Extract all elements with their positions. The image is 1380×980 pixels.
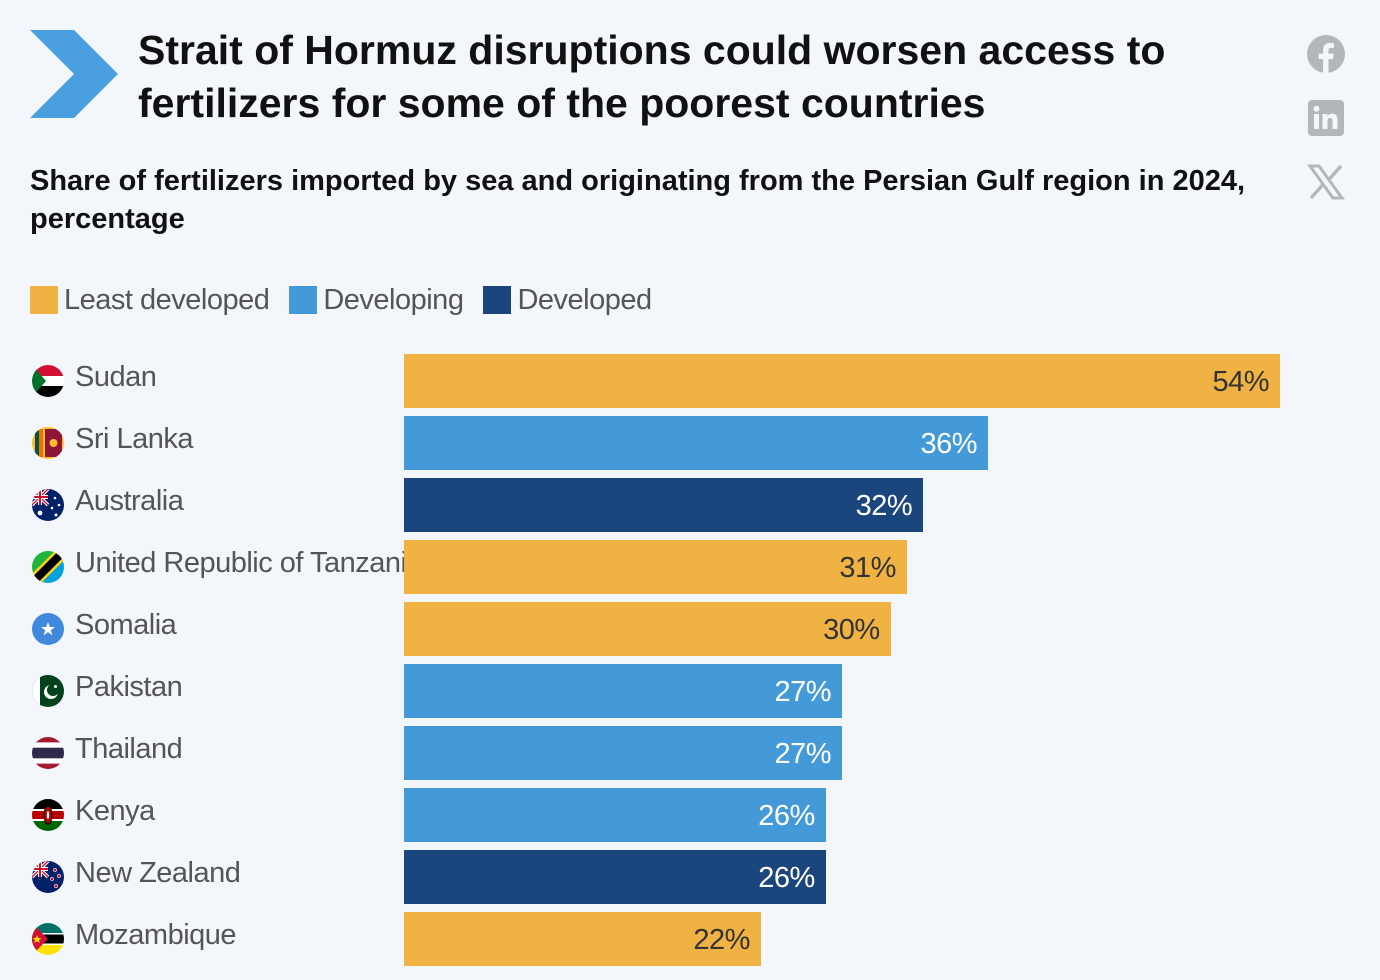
country-label: Thailand (75, 733, 183, 765)
bar (404, 664, 842, 718)
chart-row: Mozambique 22% (0, 912, 1380, 966)
chart-row: Kenya 26% (0, 788, 1380, 842)
chart-row: Pakistan 27% (0, 664, 1380, 718)
legend-item-least-developed: Least developed (30, 283, 270, 317)
bar-value-label: 54% (1212, 366, 1269, 398)
chart-title: Strait of Hormuz disruptions could worse… (138, 27, 1166, 126)
bar-value-label: 32% (855, 490, 913, 522)
country-label: Sri Lanka (75, 423, 194, 455)
legend-swatch-developed (483, 286, 512, 314)
bar-value-label: 31% (839, 552, 896, 584)
thailand-flag-icon (32, 737, 64, 769)
kenya-flag-icon (32, 799, 64, 831)
legend-label-developing: Developing (323, 283, 464, 316)
legend-label-least-developed: Least developed (64, 283, 270, 316)
legend-swatch-least-developed (30, 286, 58, 314)
country-label: United Republic of Tanzania (75, 547, 423, 579)
country-label: Sudan (75, 361, 157, 393)
tanzania-flag-icon (32, 551, 64, 583)
new-zealand-flag-icon (32, 861, 64, 893)
bar-value-label: 26% (758, 862, 815, 894)
bar (404, 912, 761, 966)
legend-label-developed: Developed (517, 283, 652, 316)
mozambique-flag-icon (32, 923, 64, 955)
country-label: Pakistan (75, 671, 183, 703)
legend-item-developing: Developing (289, 283, 464, 317)
bar-value-label: 36% (920, 428, 977, 460)
country-label: Mozambique (75, 919, 237, 951)
chart-row: Thailand 27% (0, 726, 1380, 780)
linkedin-icon[interactable] (1306, 98, 1346, 138)
somalia-flag-icon (32, 613, 64, 645)
bar-value-label: 27% (774, 676, 831, 708)
bar (404, 478, 924, 532)
australia-flag-icon (32, 489, 64, 521)
bar-value-label: 27% (774, 738, 831, 770)
brand-chevron-logo (30, 30, 118, 118)
country-label: Kenya (75, 795, 155, 827)
bar-value-label: 26% (758, 800, 815, 832)
chart-subtitle: Share of fertilizers imported by sea and… (30, 165, 1246, 235)
bar-value-label: 22% (693, 924, 750, 956)
bar (404, 602, 891, 656)
chart-row: United Republic of Tanzania 31% (0, 540, 1380, 594)
chart-row: Sudan 54% (0, 354, 1380, 408)
legend-swatch-developing (289, 286, 318, 314)
bar (404, 354, 1280, 408)
bar (404, 416, 988, 470)
pakistan-flag-icon (32, 675, 64, 707)
legend-item-developed: Developed (483, 283, 652, 317)
bar (404, 850, 826, 904)
bar (404, 726, 842, 780)
chart-row: Somalia 30% (0, 602, 1380, 656)
chart-row: New Zealand 26% (0, 850, 1380, 904)
country-label: New Zealand (75, 857, 241, 889)
x-icon[interactable] (1306, 162, 1346, 202)
country-label: Somalia (75, 609, 177, 641)
sudan-flag-icon (32, 365, 64, 397)
legend: Least developed Developing Developed (30, 282, 672, 318)
bar-value-label: 30% (823, 614, 880, 646)
facebook-icon[interactable] (1306, 34, 1346, 74)
sri-lanka-flag-icon (32, 427, 64, 459)
bar (404, 540, 907, 594)
chart-row: Australia 32% (0, 478, 1380, 532)
chart-row: Sri Lanka 36% (0, 416, 1380, 470)
country-label: Australia (75, 485, 184, 517)
bar (404, 788, 826, 842)
